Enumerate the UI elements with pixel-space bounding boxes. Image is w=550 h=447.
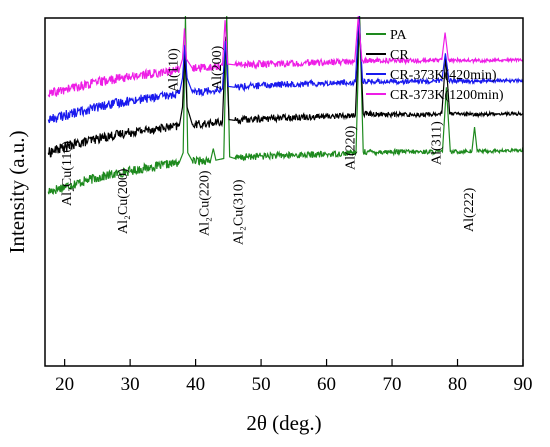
series-line-1 — [47, 15, 524, 195]
peak-annotations: Al₂Cu(110) Al₂Cu(200) Al(110) Al(200) Al₂Cu(… — [60, 45, 477, 245]
x-tick-label: 70 — [383, 374, 402, 395]
legend: PA CR CR-373K(420min) CR-373K(1200min) — [366, 28, 504, 103]
peak-label: Al(200) — [210, 45, 225, 90]
peak-label: Al₂Cu(110) — [60, 141, 75, 206]
peak-label: Al(222) — [462, 187, 477, 232]
peak-label: Al(110) — [166, 48, 181, 92]
legend-label: CR-373K(420min) — [390, 68, 497, 83]
series-layer — [47, 15, 524, 195]
x-axis-ticks: 20 30 40 50 60 70 80 90 — [55, 359, 533, 395]
y-axis-title: Intensity (a.u.) — [5, 130, 29, 253]
peak-label: Al(220) — [344, 125, 359, 170]
x-tick-label: 80 — [448, 374, 467, 395]
peak-label: Al₂Cu(220) — [198, 170, 213, 236]
series-line-4 — [47, 15, 524, 98]
series-line-3 — [47, 15, 524, 124]
legend-label: PA — [390, 28, 408, 43]
peak-label: Al(311) — [429, 121, 444, 165]
peak-label: Al₂Cu(310) — [232, 179, 247, 245]
x-tick-label: 50 — [252, 374, 271, 395]
x-axis-title: 2θ (deg.) — [246, 411, 321, 435]
x-tick-label: 30 — [121, 374, 140, 395]
series-line-2 — [47, 15, 524, 158]
x-tick-label: 60 — [317, 374, 336, 395]
legend-label: CR — [390, 48, 409, 63]
plot-area: 20 30 40 50 60 70 80 90 Al₂Cu(110) Al₂Cu(200) Al(… — [44, 15, 533, 395]
x-tick-label: 20 — [55, 374, 74, 395]
x-tick-label: 40 — [186, 374, 205, 395]
x-tick-label: 90 — [514, 374, 533, 395]
peak-label: Al₂Cu(200) — [116, 168, 131, 234]
legend-label: CR-373K(1200min) — [390, 88, 504, 103]
plot-frame — [44, 17, 524, 367]
